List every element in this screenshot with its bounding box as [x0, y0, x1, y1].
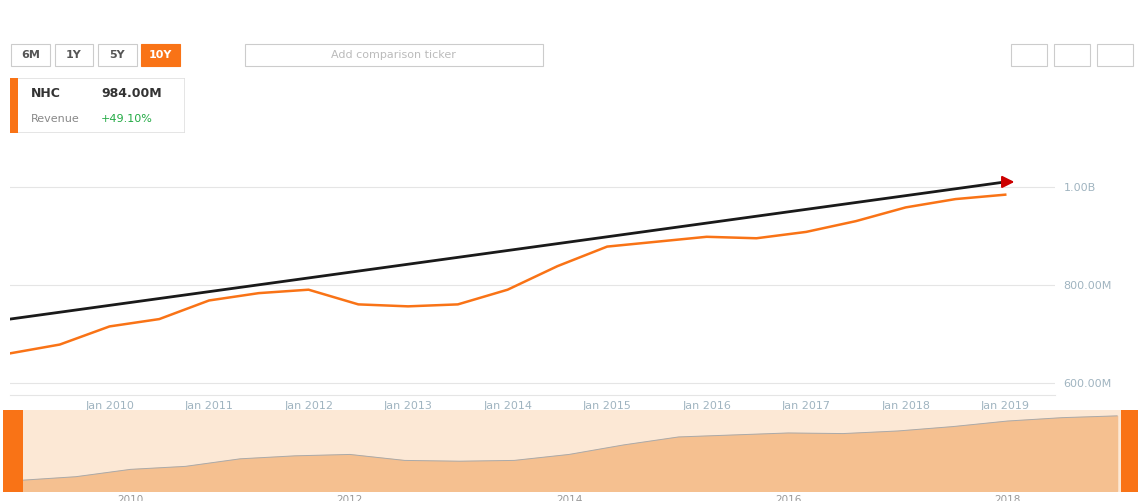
Bar	[1121, 410, 1138, 492]
Text: 10Y: 10Y	[149, 50, 172, 60]
FancyBboxPatch shape	[1054, 44, 1090, 66]
FancyBboxPatch shape	[141, 44, 180, 66]
FancyBboxPatch shape	[1011, 44, 1047, 66]
Text: Revenue: Revenue	[31, 114, 80, 124]
Text: 984.00M: 984.00M	[101, 87, 162, 100]
FancyBboxPatch shape	[1097, 44, 1133, 66]
Bar	[10, 78, 18, 133]
Text: +49.10%: +49.10%	[101, 114, 152, 124]
FancyBboxPatch shape	[55, 44, 93, 66]
FancyBboxPatch shape	[98, 44, 137, 66]
Text: 5Y: 5Y	[109, 50, 125, 60]
Text: Total Revenue (TTM): Total Revenue (TTM)	[14, 10, 183, 28]
FancyBboxPatch shape	[245, 44, 543, 66]
Text: 1Y: 1Y	[66, 50, 82, 60]
Bar	[3, 410, 24, 492]
FancyBboxPatch shape	[11, 44, 50, 66]
Text: 6M: 6M	[22, 50, 40, 60]
Text: NHC: NHC	[31, 87, 60, 100]
Text: Add comparison ticker: Add comparison ticker	[331, 50, 456, 60]
